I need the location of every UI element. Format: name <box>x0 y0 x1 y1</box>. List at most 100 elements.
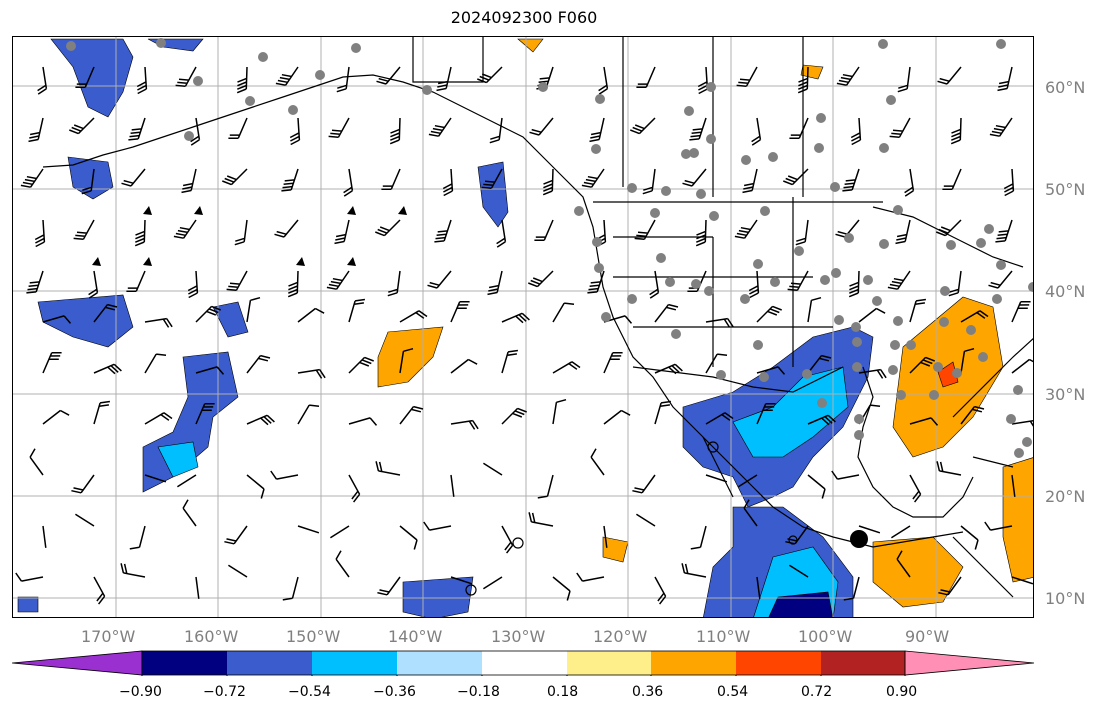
station-dot <box>760 206 770 216</box>
wind-barb <box>789 117 809 140</box>
colorbar-tick-label: −0.90 <box>119 684 162 700</box>
wind-barb <box>807 296 822 323</box>
wind-barb <box>988 270 1013 289</box>
station-dot <box>854 430 864 440</box>
station-dot <box>591 144 601 154</box>
blue-shade-alaska <box>50 38 134 118</box>
wind-barb <box>756 576 761 599</box>
colorbar-extend-high <box>904 650 1035 676</box>
station-dot <box>992 294 1002 304</box>
colorbar-tick-label: 0.18 <box>547 684 579 700</box>
colorbar-tick-label: 0.36 <box>632 684 664 700</box>
wind-barb <box>997 66 1013 92</box>
wind-barb <box>756 366 786 375</box>
wind-barb <box>93 576 106 605</box>
wind-barb <box>889 117 911 139</box>
station-layer <box>66 38 1033 548</box>
wind-barb <box>843 576 860 601</box>
lon-label-140w: 140°W <box>388 627 443 646</box>
coastline-cuba <box>972 456 1014 468</box>
wind-barb <box>807 474 826 499</box>
wind-barb <box>234 219 248 246</box>
red-shade-southeast <box>937 361 959 388</box>
wind-barb-pennant <box>92 257 101 266</box>
station-dot <box>879 143 889 153</box>
wind-barb <box>181 168 197 194</box>
wind-barb <box>534 219 554 242</box>
station-dot <box>852 362 862 372</box>
wind-barb <box>427 270 452 289</box>
station-dot <box>802 369 812 379</box>
wind-barb <box>134 219 146 247</box>
colorbar-tick-label: 0.90 <box>886 684 918 700</box>
wind-barb <box>20 168 44 188</box>
blue-shade-gulf <box>477 161 509 228</box>
station-dot <box>1013 385 1023 395</box>
wind-barb <box>287 270 299 298</box>
station-dot <box>940 286 950 296</box>
colorbar-tick-label: 0.54 <box>717 684 749 700</box>
station-dot <box>768 152 778 162</box>
wind-barb <box>182 499 197 527</box>
orange-shade-caribbean <box>1002 457 1033 583</box>
wind-barb <box>751 117 762 146</box>
wind-barb <box>376 66 401 85</box>
wind-barb-pennant <box>296 257 305 266</box>
wind-barb <box>937 66 962 85</box>
wind-barb <box>695 219 707 247</box>
wind-barb <box>581 168 605 188</box>
station-dot <box>650 208 660 218</box>
wind-barb <box>246 474 265 499</box>
wind-barb <box>705 474 728 483</box>
lon-label-120w: 120°W <box>593 627 648 646</box>
wind-barb <box>705 317 734 328</box>
wind-barb <box>335 550 350 578</box>
station-dot <box>422 85 432 95</box>
station-dot <box>627 294 637 304</box>
wind-barb <box>129 525 146 550</box>
wind-barb <box>598 66 609 95</box>
wind-barb <box>909 474 922 503</box>
wind-barb <box>144 353 167 374</box>
wind-barb <box>848 270 860 298</box>
wind-barb <box>450 300 470 323</box>
wind-barb-pennant <box>347 206 356 215</box>
station-dot <box>574 206 584 216</box>
station-dot <box>893 205 903 215</box>
wind-barb <box>948 270 962 297</box>
wind-barb <box>756 402 776 425</box>
wind-barb <box>705 412 734 425</box>
station-dot <box>952 368 962 378</box>
station-dot <box>933 362 943 372</box>
station-dot <box>704 286 714 296</box>
wind-barb <box>896 550 911 578</box>
wind-barb <box>328 117 350 139</box>
wind-barb <box>642 168 656 195</box>
island-outline <box>512 537 524 549</box>
station-dot <box>753 259 763 269</box>
wind-barb <box>28 117 44 143</box>
wind-barb <box>736 66 758 88</box>
colorbar-tick-label: −0.18 <box>457 684 500 700</box>
wind-barb <box>270 470 299 480</box>
wind-barb <box>71 474 95 494</box>
wind-barb <box>222 168 248 186</box>
orange-shade-canada <box>800 64 824 80</box>
station-dot <box>1014 448 1024 458</box>
station-dot <box>851 322 861 332</box>
station-dot <box>978 352 988 362</box>
wind-barb <box>187 270 199 299</box>
station-dot <box>740 294 750 304</box>
wind-barb <box>654 303 679 323</box>
station-dot <box>939 317 949 327</box>
station-dot <box>831 268 841 278</box>
wind-barb <box>29 448 44 476</box>
blue-shade-north-pacific <box>67 156 114 200</box>
wind-barb <box>785 525 809 545</box>
wind-barb <box>442 168 454 197</box>
colorbar-tick-label: −0.36 <box>373 684 416 700</box>
wind-barb <box>297 525 320 534</box>
station-dot <box>709 211 719 221</box>
wind-barb <box>282 576 299 601</box>
wind-barb <box>348 298 366 323</box>
